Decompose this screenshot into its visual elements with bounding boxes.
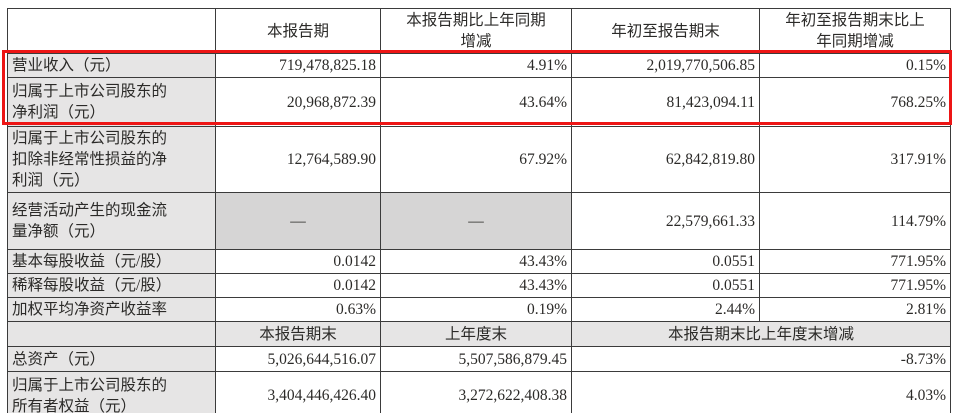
header-period-end: 本报告期末 <box>215 321 381 347</box>
row-label: 经营活动产生的现金流 量净额（元） <box>7 192 216 250</box>
header-blank-cell <box>7 8 216 54</box>
row-label: 稀释每股收益（元/股） <box>7 273 216 298</box>
cell-value: 719,478,825.18 <box>215 53 381 78</box>
table-row-net-profit-excl-nonrecurring: 归属于上市公司股东的 扣除非经常性损益的净 利润（元） 12,764,589.9… <box>7 126 951 193</box>
cell-value: 4.03% <box>571 371 951 413</box>
cell-value: 20,968,872.39 <box>215 77 381 127</box>
header-ytd: 年初至报告期末 <box>571 8 760 54</box>
cell-value: 768.25% <box>759 77 951 127</box>
cell-value: 3,404,446,426.40 <box>215 371 381 413</box>
cell-value: 43.43% <box>380 273 572 298</box>
cell-value: 4.91% <box>380 53 572 78</box>
cell-value: 2,019,770,506.85 <box>571 53 760 78</box>
header-prev-year-end: 上年度末 <box>380 321 572 347</box>
cell-value: 2.44% <box>571 297 760 322</box>
row-label: 营业收入（元） <box>7 53 216 78</box>
header-current-period: 本报告期 <box>215 8 381 54</box>
table-row-operating-cash-flow: 经营活动产生的现金流 量净额（元） — — 22,579,661.33 114.… <box>7 192 951 250</box>
cell-value: 0.0551 <box>571 273 760 298</box>
header-ytd-yoy-change: 年初至报告期末比上 年同期增减 <box>759 8 951 54</box>
cell-value: 0.15% <box>759 53 951 78</box>
table-row-owners-equity: 归属于上市公司股东的 所有者权益（元） 3,404,446,426.40 3,2… <box>7 371 951 413</box>
table-row-net-profit: 归属于上市公司股东的 净利润（元） 20,968,872.39 43.64% 8… <box>7 77 951 127</box>
cell-value: 22,579,661.33 <box>571 192 760 250</box>
cell-value: 771.95% <box>759 249 951 274</box>
cell-value: 43.43% <box>380 249 572 274</box>
row-label: 基本每股收益（元/股） <box>7 249 216 274</box>
cell-empty-dash: — <box>380 192 572 250</box>
header-row-period: 本报告期 本报告期比上年同期 增减 年初至报告期末 年初至报告期末比上 年同期增… <box>7 8 951 54</box>
cell-value: 81,423,094.11 <box>571 77 760 127</box>
table-row-diluted-eps: 稀释每股收益（元/股） 0.0142 43.43% 0.0551 771.95% <box>7 273 951 298</box>
cell-empty-dash: — <box>215 192 381 250</box>
cell-value: 3,272,622,408.38 <box>380 371 572 413</box>
table-row-basic-eps: 基本每股收益（元/股） 0.0142 43.43% 0.0551 771.95% <box>7 249 951 274</box>
cell-value: 0.0142 <box>215 273 381 298</box>
cell-value: 5,507,586,879.45 <box>380 346 572 372</box>
table-row-weighted-avg-roe: 加权平均净资产收益率 0.63% 0.19% 2.44% 2.81% <box>7 297 951 322</box>
cell-value: 0.0551 <box>571 249 760 274</box>
row-label: 归属于上市公司股东的 净利润（元） <box>7 77 216 127</box>
cell-value: 317.91% <box>759 126 951 193</box>
row-label: 归属于上市公司股东的 扣除非经常性损益的净 利润（元） <box>7 126 216 193</box>
cell-value: 62,842,819.80 <box>571 126 760 193</box>
cell-value: 5,026,644,516.07 <box>215 346 381 372</box>
cell-value: 2.81% <box>759 297 951 322</box>
header-blank-cell <box>7 321 216 347</box>
cell-value: 771.95% <box>759 273 951 298</box>
cell-value: 0.19% <box>380 297 572 322</box>
table-row-revenue: 营业收入（元） 719,478,825.18 4.91% 2,019,770,5… <box>7 53 951 78</box>
financial-summary-table: 本报告期 本报告期比上年同期 增减 年初至报告期末 年初至报告期末比上 年同期增… <box>7 8 951 413</box>
header-period-yoy-change: 本报告期比上年同期 增减 <box>380 8 572 54</box>
cell-value: 43.64% <box>380 77 572 127</box>
cell-value: 67.92% <box>380 126 572 193</box>
cell-value: -8.73% <box>571 346 951 372</box>
header-row-period-end: 本报告期末 上年度末 本报告期末比上年度末增减 <box>7 321 951 347</box>
row-label: 加权平均净资产收益率 <box>7 297 216 322</box>
cell-value: 12,764,589.90 <box>215 126 381 193</box>
header-period-end-change: 本报告期末比上年度末增减 <box>571 321 951 347</box>
cell-value: 0.0142 <box>215 249 381 274</box>
table-row-total-assets: 总资产（元） 5,026,644,516.07 5,507,586,879.45… <box>7 346 951 372</box>
cell-value: 114.79% <box>759 192 951 250</box>
row-label: 归属于上市公司股东的 所有者权益（元） <box>7 371 216 413</box>
cell-value: 0.63% <box>215 297 381 322</box>
row-label: 总资产（元） <box>7 346 216 372</box>
